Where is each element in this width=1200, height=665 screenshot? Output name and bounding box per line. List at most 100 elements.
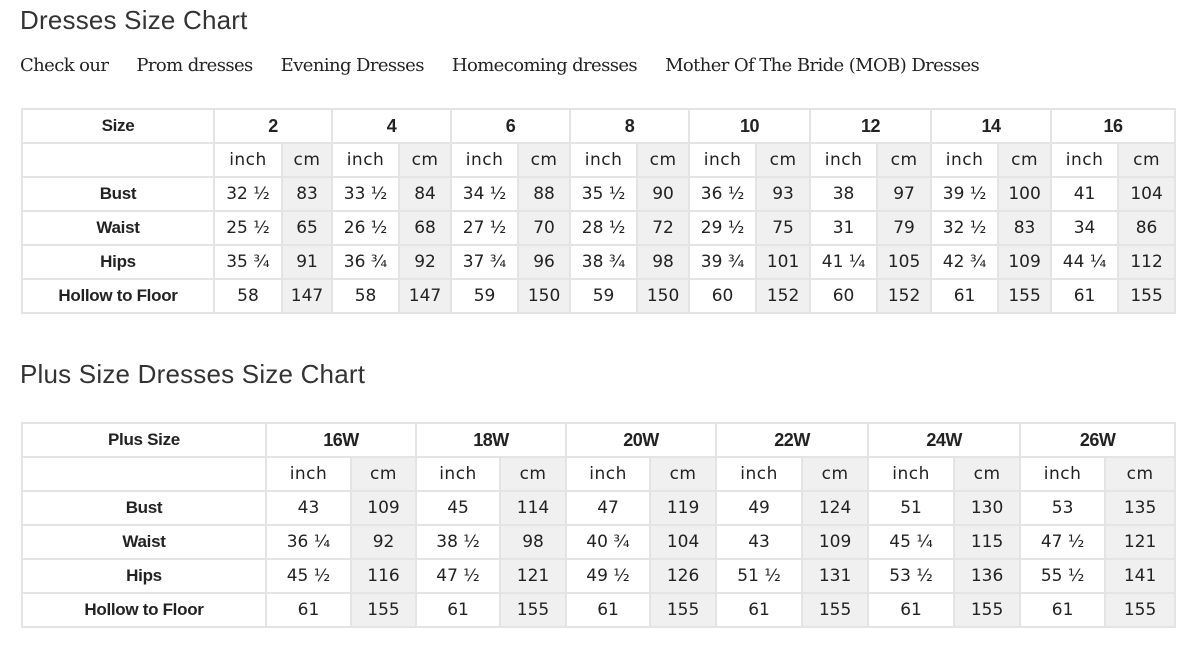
inch-value-cell: 45 ¼ — [867, 524, 956, 560]
inch-value-cell: 33 ½ — [331, 176, 401, 212]
inch-value-cell: 43 — [715, 524, 804, 560]
inch-value-cell: 42 ¾ — [930, 244, 1000, 280]
cm-value-cell: 86 — [1117, 210, 1177, 246]
cm-value-cell: 147 — [398, 278, 453, 314]
cm-value-cell: 155 — [953, 592, 1022, 628]
inch-value-cell: 36 ¾ — [331, 244, 401, 280]
measurement-label: Hollow to Floor — [21, 278, 215, 314]
cm-value-cell: 141 — [1104, 558, 1177, 594]
empty-label-cell — [21, 456, 267, 492]
page-title: Dresses Size Chart — [20, 5, 248, 35]
table-row: Hollow to Floor 61 155 61 155 61 155 61 155 61 155… — [21, 592, 1177, 628]
cm-value-cell: 116 — [349, 558, 418, 594]
cm-value-cell: 155 — [649, 592, 718, 628]
inch-value-cell: 35 ½ — [569, 176, 639, 212]
cm-value-cell: 119 — [649, 490, 718, 526]
size-column-header: 16 — [1050, 108, 1177, 144]
unit-inch-header: inch — [415, 456, 502, 492]
unit-inch-header: inch — [867, 456, 956, 492]
unit-cm-header: cm — [649, 456, 718, 492]
unit-cm-header: cm — [636, 142, 691, 178]
measurement-label: Bust — [21, 490, 267, 526]
measurement-label: Hollow to Floor — [21, 592, 267, 628]
inch-value-cell: 61 — [715, 592, 804, 628]
cm-value-cell: 109 — [997, 244, 1053, 280]
unit-cm-header: cm — [398, 142, 453, 178]
plus-size-chart-table: Plus Size 16W 18W 20W 22W 24W 26W inch cm inch cm i… — [21, 422, 1177, 628]
inch-value-cell: 61 — [415, 592, 502, 628]
measurement-label: Waist — [21, 210, 215, 246]
measurement-label: Hips — [21, 558, 267, 594]
unit-inch-header: inch — [450, 142, 520, 178]
cm-value-cell: 124 — [801, 490, 870, 526]
table-row: Hips 45 ½ 116 47 ½ 121 49 ½ 126 51 ½ 131 53 ½ 136 5… — [21, 558, 1177, 594]
unit-header-row: inch cm inch cm inch cm inch cm inch cm inch cm — [21, 456, 1177, 492]
unit-cm-header: cm — [953, 456, 1022, 492]
prom-dresses-link[interactable]: Prom dresses — [136, 55, 253, 76]
cm-value-cell: 152 — [876, 278, 933, 314]
inch-value-cell: 61 — [265, 592, 352, 628]
inch-value-cell: 51 ½ — [715, 558, 804, 594]
cm-value-cell: 131 — [801, 558, 870, 594]
inch-value-cell: 49 ½ — [565, 558, 652, 594]
cm-value-cell: 92 — [349, 524, 418, 560]
inch-value-cell: 41 ¼ — [809, 244, 879, 280]
inch-value-cell: 38 ½ — [415, 524, 502, 560]
inch-value-cell: 25 ½ — [213, 210, 283, 246]
plus-size-chart-title: Plus Size Dresses Size Chart — [20, 359, 366, 389]
inch-value-cell: 53 — [1019, 490, 1107, 526]
inch-value-cell: 59 — [569, 278, 639, 314]
inch-value-cell: 43 — [265, 490, 352, 526]
unit-inch-header: inch — [213, 142, 283, 178]
inch-value-cell: 58 — [331, 278, 401, 314]
cm-value-cell: 70 — [517, 210, 572, 246]
cm-value-cell: 72 — [636, 210, 691, 246]
cm-value-cell: 155 — [1117, 278, 1177, 314]
cm-value-cell: 109 — [349, 490, 418, 526]
cm-value-cell: 155 — [1104, 592, 1177, 628]
cm-value-cell: 155 — [997, 278, 1053, 314]
inch-value-cell: 60 — [688, 278, 758, 314]
cm-value-cell: 92 — [398, 244, 453, 280]
cm-value-cell: 147 — [280, 278, 334, 314]
evening-dresses-link[interactable]: Evening Dresses — [280, 55, 425, 76]
cm-value-cell: 83 — [997, 210, 1053, 246]
standard-size-chart-table: Size 2 4 6 8 10 12 14 16 inch cm inch cm inch cm inch cm… — [21, 108, 1177, 314]
cm-value-cell: 83 — [280, 176, 334, 212]
table-row: Waist 25 ½ 65 26 ½ 68 27 ½ 70 28 ½ 72 29 ½ 75 31 79 3… — [21, 210, 1177, 246]
inch-value-cell: 47 — [565, 490, 652, 526]
measurement-label: Bust — [21, 176, 215, 212]
cm-value-cell: 155 — [349, 592, 418, 628]
size-header-row: Plus Size 16W 18W 20W 22W 24W 26W — [21, 422, 1177, 458]
measurement-label: Waist — [21, 524, 267, 560]
inch-value-cell: 51 — [867, 490, 956, 526]
inch-value-cell: 45 ½ — [265, 558, 352, 594]
cm-value-cell: 98 — [636, 244, 691, 280]
cm-value-cell: 104 — [649, 524, 718, 560]
cm-value-cell: 105 — [876, 244, 933, 280]
unit-cm-header: cm — [1104, 456, 1177, 492]
inch-value-cell: 35 ¾ — [213, 244, 283, 280]
size-column-header: 4 — [331, 108, 453, 144]
inch-value-cell: 55 ½ — [1019, 558, 1107, 594]
cm-value-cell: 84 — [398, 176, 453, 212]
inch-value-cell: 26 ½ — [331, 210, 401, 246]
inch-value-cell: 61 — [565, 592, 652, 628]
inch-value-cell: 40 ¾ — [565, 524, 652, 560]
links-intro-text: Check our — [20, 55, 109, 76]
inch-value-cell: 39 ¾ — [688, 244, 758, 280]
cm-value-cell: 121 — [1104, 524, 1177, 560]
inch-value-cell: 28 ½ — [569, 210, 639, 246]
mob-dresses-link[interactable]: Mother Of The Bride (MOB) Dresses — [665, 55, 980, 76]
cm-value-cell: 79 — [876, 210, 933, 246]
inch-value-cell: 49 — [715, 490, 804, 526]
homecoming-dresses-link[interactable]: Homecoming dresses — [451, 55, 638, 76]
unit-cm-header: cm — [1117, 142, 1177, 178]
unit-inch-header: inch — [715, 456, 804, 492]
table-row: Hollow to Floor 58 147 58 147 59 150 59 150 60 152… — [21, 278, 1177, 314]
unit-inch-header: inch — [331, 142, 401, 178]
cm-value-cell: 155 — [801, 592, 870, 628]
unit-inch-header: inch — [1050, 142, 1120, 178]
unit-cm-header: cm — [280, 142, 334, 178]
unit-cm-header: cm — [499, 456, 568, 492]
